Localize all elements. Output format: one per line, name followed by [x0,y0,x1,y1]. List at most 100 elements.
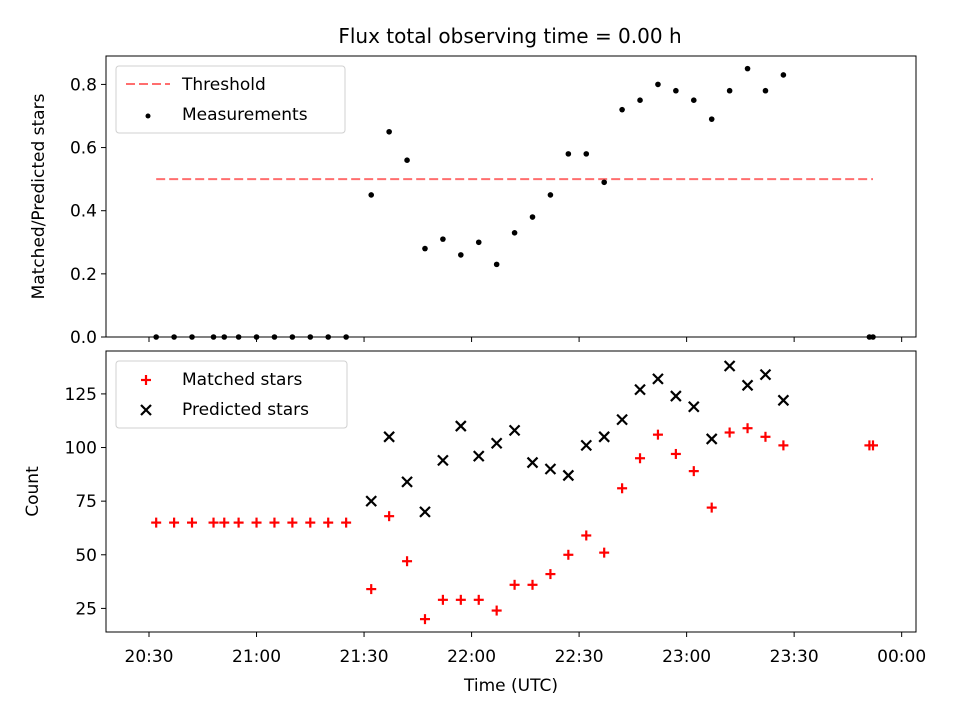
legend-measurements-swatch [145,113,151,119]
matched-star-point [455,594,466,605]
measurement-point [619,106,625,113]
matched-star-point [778,440,789,451]
predicted-star-point [705,433,718,445]
predicted-star-point-b [670,390,682,402]
predicted-star-point [437,454,449,467]
predicted-star-point [741,379,754,392]
legend-matched-swatch [141,375,151,385]
bottom-xtick-label: 22:30 [555,647,604,667]
predicted-star-point [652,373,664,385]
matched-star-point [151,517,162,528]
predicted-star-point-b [652,373,664,385]
measurement-point [171,334,177,340]
measurement-point [583,151,590,157]
x-axis-label: Time (UTC) [463,676,558,696]
measurement-point [153,334,159,340]
top-ytick-label: 0.0 [70,328,97,348]
measurement-point [422,245,428,252]
top-y-ticks: 0.0 0.2 0.4 0.6 0.8 [70,75,106,348]
legend-predicted-label: Predicted stars [182,400,309,420]
bottom-x-ticks: 20:30 21:00 21:30 22:00 22:30 23:00 23:30 00:00 [125,632,926,667]
matched-star-point [545,569,556,580]
matched-star-point [760,431,771,442]
measurement-point [210,334,217,340]
bottom-ytick-label: 75 [75,492,97,512]
measurement-point [708,116,715,122]
matched-star-point [742,423,753,434]
matched-star-point [706,502,717,513]
measurement-point [511,230,518,236]
matched-star-point [581,530,592,541]
matched-star-point [384,511,395,522]
measurement-point [271,334,278,340]
predicted-star-point [670,390,682,402]
chart-title: Flux total observing time = 0.00 h [338,24,681,48]
bottom-legend: Matched stars Predicted stars [115,360,348,429]
legend-predicted-marker-b [140,404,152,416]
bottom-ytick-label: 50 [75,546,97,566]
bottom-legend-box [115,360,348,429]
predicted-star-point [490,437,503,450]
matched-star-point [187,517,198,528]
measurement-point [289,334,296,340]
predicted-star-point-b [419,506,431,518]
bottom-xtick-label: 00:00 [877,647,926,667]
matched-star-point [599,547,610,558]
top-ytick-label: 0.6 [70,139,97,159]
measurement-point [565,151,572,157]
predicted-star-point-b [437,454,449,467]
matched-star-point [366,584,377,595]
matched-star-point [402,556,413,567]
top-x-ticks [148,337,903,342]
predicted-star-point [723,360,736,372]
measurement-point [221,334,228,340]
predicted-star-point [455,420,467,432]
predicted-star-point-b [526,456,539,469]
bottom-y-ticks: 25 50 75 100 125 [65,385,106,619]
predicted-star-point-b [562,469,575,482]
bottom-axes: 25 50 75 100 125 20:30 21:00 21:30 22:00 22:30 23… [23,350,926,696]
predicted-star-point [472,450,485,462]
predicted-star-point-b [705,433,718,445]
predicted-star-point [365,495,377,507]
bottom-series [151,360,878,625]
bottom-xtick-label: 22:00 [447,647,496,667]
predicted-star-point [777,394,790,407]
matched-star-point [617,483,628,494]
measurement-point [325,334,332,340]
matched-star-point [169,517,180,528]
matched-star-point [233,517,244,528]
predicted-star-point-b [759,368,772,381]
predicted-star-point-b [455,420,467,432]
predicted-star-point-b [723,360,736,372]
measurement-point [343,334,349,340]
top-legend: Threshold Measurements [115,65,346,134]
matched-star-point [287,517,298,528]
measurement-point [404,157,410,163]
predicted-star-point [688,400,700,413]
predicted-star-point-b [365,495,377,507]
matched-star-point [652,429,663,440]
measurement-point [493,261,500,268]
measurement-point [475,239,482,246]
predicted-star-point-b [741,379,754,392]
bottom-ytick-label: 125 [65,385,97,405]
predicted-star-point [383,431,395,443]
bottom-ytick-label: 25 [75,599,97,619]
legend-predicted-swatch [140,404,152,416]
matched-star-point [563,549,574,560]
matched-star-point [867,440,878,451]
top-ytick-label: 0.8 [70,75,97,95]
measurement-point [235,334,242,340]
matched-star-point [437,594,448,605]
top-y-axis-label: Matched/Predicted stars [29,93,49,299]
bottom-y-axis-label: Count [23,466,43,517]
predicted-star-point-b [777,394,790,407]
predicted-star-point [419,506,431,518]
bottom-ytick-label: 100 [65,439,97,459]
legend-matched-marker [141,375,151,385]
measurement-point [253,334,260,340]
bottom-xtick-label: 23:00 [662,647,711,667]
measurement-point [386,128,392,135]
